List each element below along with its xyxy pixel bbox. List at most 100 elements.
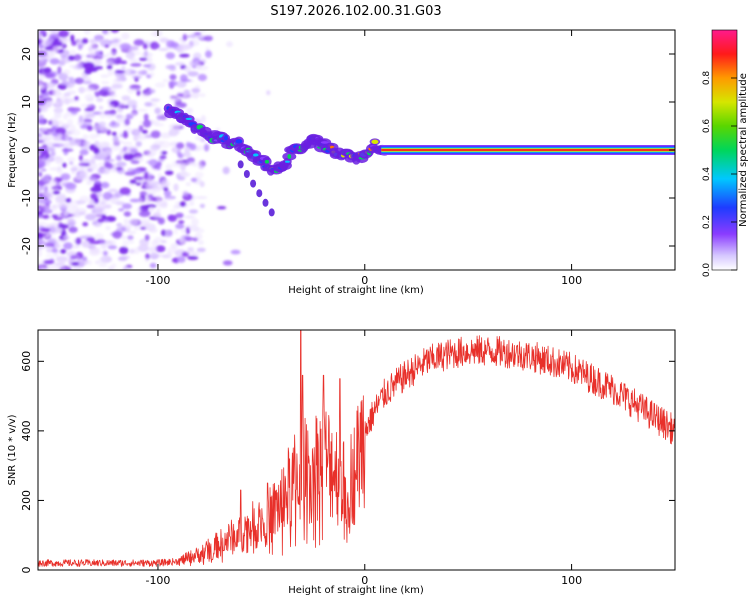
noise-blob bbox=[180, 170, 187, 175]
noise-blob bbox=[173, 228, 178, 235]
noise-blob bbox=[54, 155, 62, 161]
noise-blob bbox=[45, 254, 55, 258]
noise-blob bbox=[182, 151, 192, 158]
noise-blob bbox=[78, 86, 85, 94]
noise-blob bbox=[51, 204, 61, 208]
noise-blob bbox=[121, 235, 127, 240]
noise-blob bbox=[166, 182, 171, 187]
noise-blob bbox=[38, 238, 44, 244]
noise-blob bbox=[74, 96, 79, 101]
noise-blob bbox=[57, 133, 63, 138]
noise-blob bbox=[48, 36, 53, 42]
branch-blob bbox=[250, 179, 257, 188]
ridge-core bbox=[371, 139, 379, 144]
noise-blob bbox=[127, 240, 135, 244]
ridge-core bbox=[264, 159, 269, 164]
noise-blob bbox=[199, 30, 207, 33]
noise-blob bbox=[174, 62, 186, 66]
noise-blob bbox=[98, 257, 107, 265]
noise-blob bbox=[154, 82, 166, 88]
noise-blob bbox=[111, 42, 121, 47]
noise-blob bbox=[38, 99, 46, 106]
noise-blob bbox=[179, 237, 187, 245]
noise-blob bbox=[46, 98, 54, 106]
noise-blob bbox=[132, 87, 142, 92]
noise-blob bbox=[203, 35, 213, 42]
noise-blob bbox=[107, 245, 118, 250]
noise-blob bbox=[162, 79, 169, 83]
noise-blob bbox=[100, 74, 110, 78]
noise-blob bbox=[63, 242, 73, 250]
noise-blob bbox=[119, 246, 129, 255]
noise-blob bbox=[75, 237, 82, 245]
noise-blob bbox=[129, 179, 137, 184]
noise-blob bbox=[130, 63, 142, 67]
noise-blob bbox=[194, 32, 202, 36]
noise-blob bbox=[59, 123, 72, 127]
noise-blob bbox=[177, 44, 189, 52]
noise-blob bbox=[138, 125, 144, 132]
noise-blob bbox=[138, 210, 151, 217]
noise-blob bbox=[226, 41, 233, 48]
noise-blob bbox=[121, 66, 126, 71]
snr-x-tick-label: -100 bbox=[145, 574, 170, 587]
noise-blob bbox=[131, 75, 142, 79]
noise-blob bbox=[176, 256, 186, 263]
noise-blob bbox=[200, 115, 206, 123]
noise-blob bbox=[175, 223, 185, 230]
colorbar-tick-label: 0.4 bbox=[702, 167, 712, 182]
noise-blob bbox=[104, 161, 111, 168]
noise-blob bbox=[129, 148, 138, 153]
noise-blob bbox=[192, 90, 200, 99]
noise-blob bbox=[60, 249, 67, 254]
noise-blob bbox=[98, 54, 109, 58]
noise-blob bbox=[83, 30, 91, 35]
noise-blob bbox=[101, 80, 110, 85]
noise-blob bbox=[46, 147, 56, 152]
noise-blob bbox=[38, 160, 46, 169]
noise-blob bbox=[176, 161, 186, 168]
noise-blob bbox=[112, 230, 123, 239]
noise-blob bbox=[159, 132, 172, 139]
noise-blob bbox=[82, 256, 88, 262]
noise-blob bbox=[97, 218, 105, 223]
noise-blob bbox=[127, 235, 134, 240]
noise-blob bbox=[121, 32, 130, 40]
snr-y-tick-label: 400 bbox=[20, 420, 33, 441]
noise-blob bbox=[124, 171, 136, 176]
noise-blob bbox=[44, 159, 50, 167]
noise-blob bbox=[42, 214, 50, 219]
snr-series-line bbox=[38, 330, 675, 567]
noise-blob bbox=[179, 201, 187, 207]
noise-blob bbox=[182, 191, 189, 197]
noise-blob bbox=[122, 203, 132, 210]
noise-blob bbox=[84, 68, 92, 75]
noise-blob bbox=[116, 107, 124, 113]
snr-y-axis-label: SNR (10 * v/v) bbox=[7, 414, 18, 485]
spectrogram-x-tick-label: -100 bbox=[145, 274, 170, 287]
noise-blob bbox=[142, 119, 152, 128]
noise-blob bbox=[175, 212, 184, 219]
noise-blob bbox=[55, 127, 67, 135]
noise-blob bbox=[50, 151, 56, 156]
ridge-core bbox=[235, 139, 243, 144]
noise-blob bbox=[192, 162, 199, 167]
spectrogram-y-tick-label: -20 bbox=[20, 237, 33, 255]
noise-blob bbox=[38, 107, 41, 114]
noise-blob bbox=[68, 226, 78, 233]
noise-blob bbox=[199, 181, 205, 188]
noise-blob bbox=[151, 239, 159, 247]
noise-blob bbox=[122, 224, 133, 229]
noise-blob bbox=[68, 55, 75, 61]
noise-blob bbox=[94, 180, 102, 184]
noise-blob bbox=[93, 207, 100, 211]
noise-blob bbox=[52, 120, 64, 125]
noise-blob bbox=[156, 198, 168, 207]
noise-blob bbox=[104, 44, 109, 48]
noise-blob bbox=[54, 243, 63, 249]
noise-blob bbox=[95, 57, 100, 65]
noise-blob bbox=[115, 70, 126, 74]
noise-blob bbox=[89, 240, 101, 245]
noise-blob bbox=[149, 253, 160, 257]
noise-blob bbox=[148, 246, 158, 252]
